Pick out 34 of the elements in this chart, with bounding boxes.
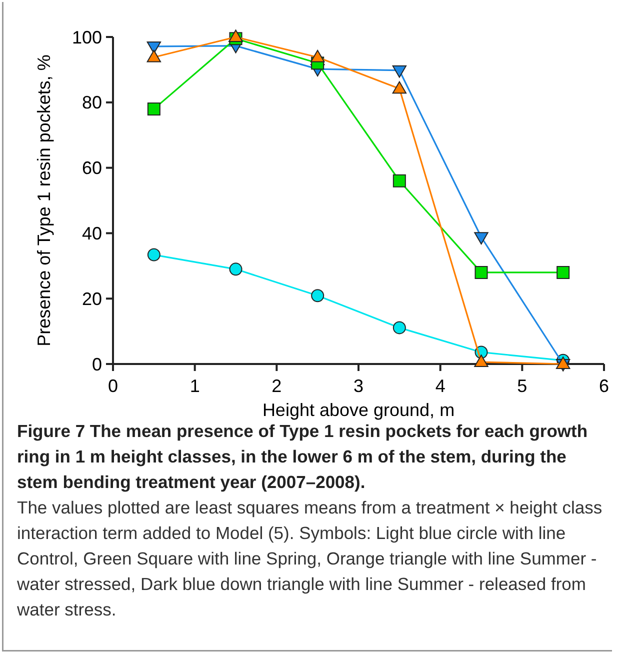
point xyxy=(474,232,488,245)
y-tick-label: 100 xyxy=(72,27,102,48)
point xyxy=(474,266,488,279)
text: Figure 7 The mean presence of Type 1 resin pockets for each growth ring in 1 m height classes, in the lower 6 m of the stem, during the stem bending treatment year (2007–2008). xyxy=(17,421,588,492)
point xyxy=(146,50,162,62)
point xyxy=(228,30,243,42)
x-axis-title: Height above ground, m xyxy=(262,400,455,420)
y-tick-label: 40 xyxy=(82,224,102,244)
x-tick-label: 1 xyxy=(190,376,200,396)
y-tick-label: 60 xyxy=(82,158,102,178)
x-tick-label: 4 xyxy=(435,376,446,396)
point xyxy=(146,41,162,54)
point xyxy=(392,65,407,78)
x-tick-label: 2 xyxy=(272,376,282,396)
point xyxy=(392,321,406,334)
y-tick-label: 20 xyxy=(82,288,102,309)
point xyxy=(310,50,325,62)
point xyxy=(147,248,160,262)
y-tick-label: 0 xyxy=(92,354,102,374)
point xyxy=(229,262,242,276)
y-axis-title: Presence of Type 1 resin pockets, % xyxy=(34,54,54,346)
text: The values plotted are least squares means from a treatment × height class interaction term added to Model (5). Symbols: Light blue circle with line Control, Green Square with line Spring, Orange triangle with line Summer - water stressed, Dark blue down triangle with line Summer - released from water stress. xyxy=(16,498,602,620)
point xyxy=(474,354,488,368)
point xyxy=(556,266,570,279)
x-tick-label: 3 xyxy=(353,376,364,396)
point xyxy=(392,174,406,188)
point xyxy=(556,356,570,369)
x-tick-label: 5 xyxy=(517,376,528,396)
x-tick-label: 0 xyxy=(108,376,118,396)
y-tick-label: 80 xyxy=(82,92,102,113)
point xyxy=(392,81,407,94)
x-tick-label: 6 xyxy=(598,376,610,396)
point xyxy=(147,102,160,116)
point xyxy=(311,289,324,302)
